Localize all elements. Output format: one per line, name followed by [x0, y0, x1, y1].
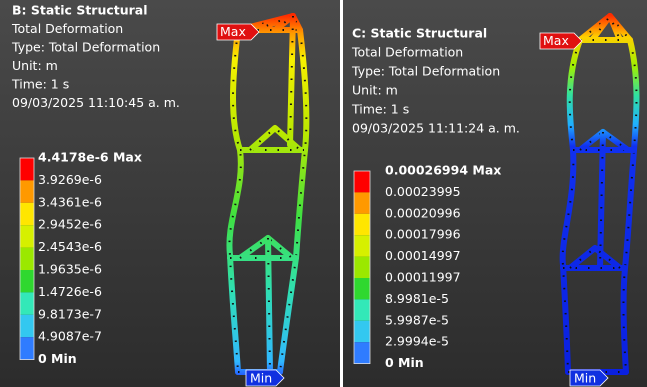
info-line: Time: 1 s: [351, 102, 409, 117]
legend-swatch: [20, 225, 34, 247]
legend-label: 0.00017996: [385, 227, 461, 242]
legend-label: 0 Min: [38, 351, 77, 366]
legend-label: 2.9452e-6: [38, 217, 102, 232]
info-line: Type: Total Deformation: [11, 40, 160, 55]
legend-swatch: [354, 278, 370, 299]
legend-label: 0.00023995: [385, 184, 461, 199]
legend-swatch: [20, 337, 34, 359]
legend-swatch: [20, 248, 34, 270]
max-tag-text: Max: [543, 33, 569, 48]
legend-swatch: [354, 321, 370, 342]
legend-swatch: [354, 257, 370, 278]
legend-swatch: [20, 180, 34, 202]
info-line: Unit: m: [352, 83, 398, 98]
legend-label: 8.9981e-5: [385, 291, 449, 306]
info-line: 09/03/2025 11:10:45 a. m.: [12, 95, 180, 110]
legend-label: 9.8173e-7: [38, 306, 102, 321]
legend-swatch: [20, 315, 34, 337]
legend-label: 1.9635e-6: [38, 262, 102, 277]
info-line: 09/03/2025 11:11:24 a. m.: [352, 121, 520, 136]
info-line: Type: Total Deformation: [351, 64, 500, 79]
legend-swatch: [20, 292, 34, 314]
legend-label: 0.00020996: [385, 205, 461, 220]
legend-label: 0.00011997: [385, 270, 461, 285]
legend-swatch: [354, 299, 370, 320]
legend-label: 3.4361e-6: [38, 194, 102, 209]
panel-title: C: Static Structural: [352, 26, 487, 41]
legend-swatch: [354, 342, 370, 363]
legend-label: 4.9087e-7: [38, 329, 102, 344]
structure-member: [290, 16, 293, 145]
info-line: Total Deformation: [11, 21, 123, 36]
legend-swatch: [20, 203, 34, 225]
screenshot: B: Static Structural Total Deformation Typ…: [0, 0, 647, 387]
legend-swatch: [20, 158, 34, 180]
legend-label: 4.4178e-6 Max: [38, 150, 142, 165]
min-tag-text: Min: [574, 371, 596, 386]
legend-swatch: [354, 192, 370, 213]
info-line: Unit: m: [12, 58, 58, 73]
legend-label: 3.9269e-6: [38, 172, 102, 187]
legend-swatch: [20, 270, 34, 292]
panel-title: B: Static Structural: [12, 3, 148, 18]
info-line: Total Deformation: [351, 45, 463, 60]
legend-swatch: [354, 235, 370, 256]
info-line: Time: 1 s: [11, 77, 69, 92]
legend-label: 2.4543e-6: [38, 239, 102, 254]
legend-label: 0.00014997: [385, 248, 461, 263]
min-tag-text: Min: [250, 371, 272, 386]
structure-member: [600, 132, 603, 268]
legend-label: 0.00026994 Max: [385, 163, 501, 178]
legend-swatch: [354, 214, 370, 235]
legend-swatch: [354, 171, 370, 192]
legend-label: 2.9994e-5: [385, 334, 449, 349]
legend-label: 1.4726e-6: [38, 284, 102, 299]
legend-label: 0 Min: [385, 355, 424, 370]
max-tag-text: Max: [220, 24, 246, 39]
legend-label: 5.9987e-5: [385, 312, 449, 327]
